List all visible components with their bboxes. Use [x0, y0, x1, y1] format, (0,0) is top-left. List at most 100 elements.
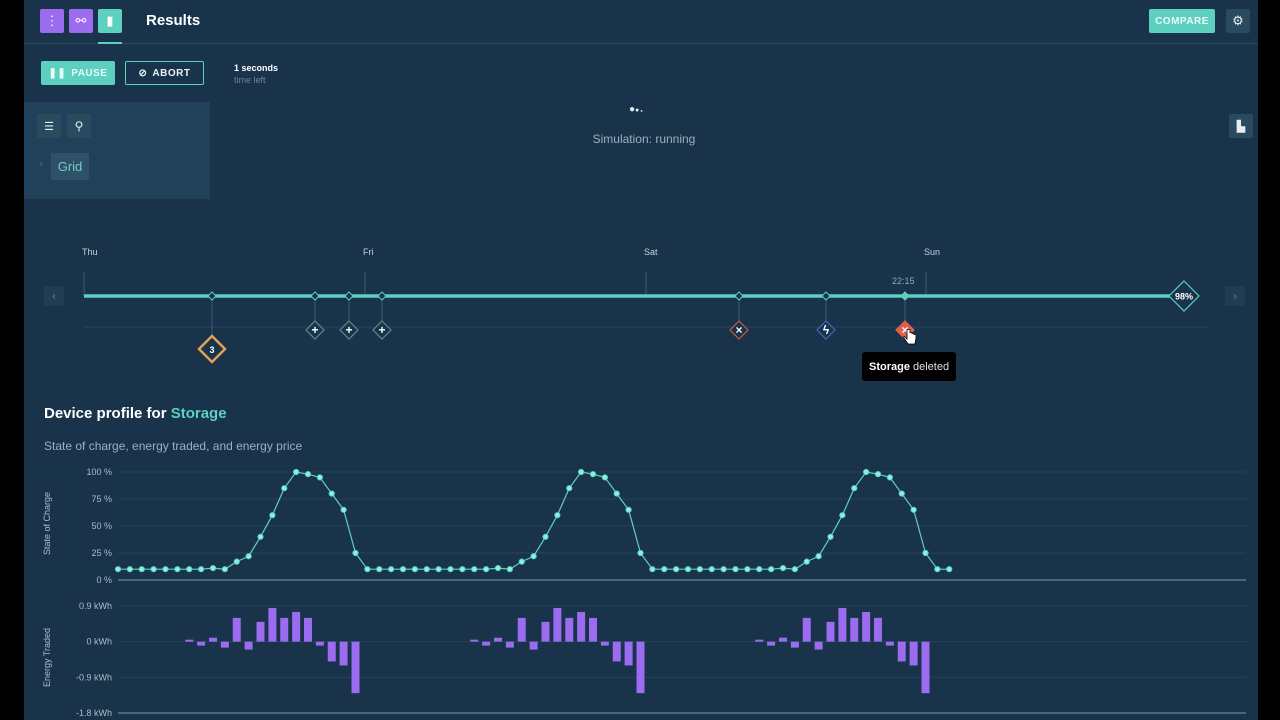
energy-bar: [232, 617, 241, 642]
chart-toggle-icon[interactable]: ▙: [1229, 114, 1253, 138]
energy-bar: [505, 641, 514, 648]
soc-point: [684, 566, 692, 573]
soc-point: [768, 566, 775, 573]
pause-button[interactable]: ❚❚ PAUSE: [41, 61, 115, 85]
progress-percent: 98%: [1175, 292, 1193, 302]
more-vertical-icon[interactable]: ⋮: [40, 9, 64, 33]
energy-bar: [565, 617, 574, 642]
loading-dots: ●● ●: [629, 104, 643, 115]
tooltip-action: deleted: [912, 360, 950, 373]
profile-title: Device profile for Storage: [44, 405, 227, 422]
soc-point: [388, 566, 395, 573]
bar-chart-icon[interactable]: ▮: [98, 9, 122, 33]
energy-bar: [589, 617, 597, 642]
group-count: 3: [209, 345, 214, 355]
energy-bar: [612, 641, 621, 662]
soc-point: [186, 566, 193, 573]
soc-point: [827, 533, 834, 540]
timeline-event-remove[interactable]: ×: [729, 291, 749, 340]
abort-label: ABORT: [152, 67, 191, 79]
energy-bar: [909, 641, 918, 666]
align-icon[interactable]: ☰: [37, 114, 61, 138]
energy-bar: [482, 641, 491, 646]
soc-point: [874, 471, 882, 478]
energy-bar: [767, 641, 776, 646]
timeline-event-event[interactable]: ϟ: [816, 291, 836, 340]
search-icon[interactable]: ⚲: [67, 114, 91, 138]
timeline-marker: [734, 291, 744, 301]
energy-tick-label: 0 kWh: [86, 637, 112, 647]
soc-point: [328, 490, 335, 497]
soc-point: [922, 549, 929, 557]
energy-bar: [256, 621, 265, 642]
soc-point: [364, 566, 371, 573]
energy-bar: [779, 637, 787, 642]
soc-point: [257, 533, 264, 540]
plus-icon: +: [311, 323, 318, 337]
page-title: Results: [146, 12, 201, 29]
link-icon[interactable]: ⚯: [69, 9, 93, 33]
soc-point: [435, 566, 442, 573]
soc-point: [613, 490, 620, 497]
progress-badge: 98%: [1168, 280, 1200, 312]
soc-point: [138, 566, 145, 573]
soc-point: [851, 485, 858, 492]
energy-bar: [874, 617, 882, 642]
gear-icon[interactable]: ⚙: [1226, 9, 1250, 33]
soc-point: [304, 471, 312, 478]
soc-point: [839, 512, 846, 519]
timeline-marker: [821, 291, 831, 301]
soc-point: [245, 553, 252, 560]
soc-point: [411, 566, 418, 573]
energy-bar: [862, 611, 871, 642]
tree-item-grid[interactable]: Grid: [51, 153, 89, 180]
energy-tick-label: -0.9 kWh: [76, 672, 112, 682]
energy-bar: [541, 621, 550, 642]
soc-point: [779, 565, 787, 572]
timeline-event-add[interactable]: +: [305, 291, 325, 340]
plus-icon: +: [345, 323, 352, 337]
soc-point: [269, 512, 276, 519]
energy-bar: [304, 617, 312, 642]
timeline-event-group[interactable]: 3: [197, 291, 227, 364]
soc-point: [162, 566, 169, 573]
timeline-marker: [344, 291, 354, 301]
soc-point: [601, 474, 608, 481]
soc-point: [126, 566, 133, 573]
soc-point: [696, 566, 703, 573]
energy-bar: [280, 617, 289, 642]
soc-point: [221, 566, 228, 573]
soc-point: [791, 566, 798, 573]
timeline-event-add[interactable]: +: [339, 291, 359, 340]
timeline-event-add[interactable]: +: [372, 291, 392, 340]
chevron-right-icon[interactable]: ›: [40, 159, 43, 168]
pulse-icon: ϟ: [823, 323, 830, 337]
soc-point: [399, 566, 407, 573]
energy-bar: [529, 641, 538, 650]
pause-label: PAUSE: [71, 67, 108, 79]
soc-point: [198, 566, 205, 573]
sidebar-panel: ☰ ⚲ › Grid: [24, 102, 210, 199]
pause-icon: ❚❚: [48, 67, 67, 79]
soc-point: [886, 474, 893, 481]
timeline-next-button[interactable]: ›: [1225, 286, 1245, 306]
timeline-marker: [310, 291, 320, 301]
energy-bar: [921, 641, 930, 694]
timeline-marker: [207, 291, 217, 301]
day-label-fri: Fri: [363, 247, 374, 257]
soc-point: [720, 566, 727, 573]
soc-point: [483, 566, 490, 573]
soc-point: [542, 533, 549, 540]
energy-bar: [826, 621, 835, 642]
soc-point: [150, 566, 157, 573]
abort-button[interactable]: ⊘ ABORT: [125, 61, 204, 85]
soc-point: [732, 566, 739, 573]
energy-bar: [292, 611, 301, 642]
soc-point: [114, 566, 122, 573]
soc-point: [744, 566, 751, 573]
energy-bar: [897, 641, 906, 662]
timeline-prev-button[interactable]: ‹: [44, 286, 64, 306]
compare-button[interactable]: COMPARE: [1149, 9, 1215, 33]
soc-point: [518, 558, 525, 565]
energy-bar: [553, 607, 562, 642]
